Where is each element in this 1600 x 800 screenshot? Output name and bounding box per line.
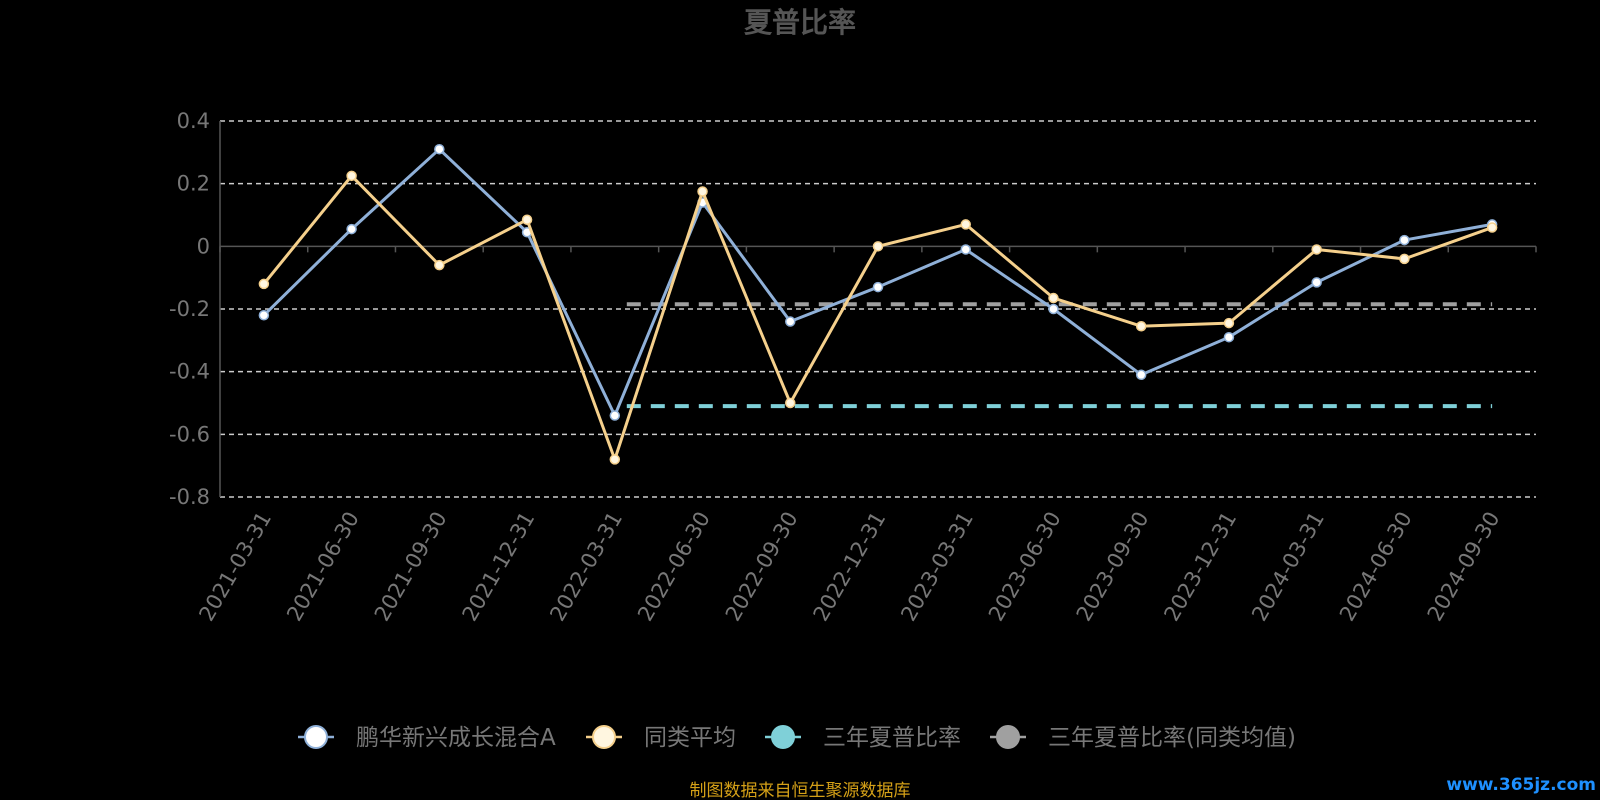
y-tick-label: -0.8 [169,485,210,509]
data-point [521,214,533,225]
data-point [609,454,621,465]
x-tick-label: 2022-03-31 [545,508,627,626]
data-point [872,241,884,252]
chart-title: 夏普比率 [744,6,856,39]
legend-item[interactable]: 三年夏普比率(同类均值) [990,725,1296,751]
x-tick-label: 2022-12-31 [809,508,891,626]
y-tick-label: 0.4 [177,109,210,133]
x-tick-label: 2023-09-30 [1072,508,1154,626]
x-tick-label: 2022-09-30 [721,508,803,626]
watermark: www.365jz.com [1446,775,1596,795]
data-point [609,410,621,421]
legend-label: 鹏华新兴成长混合A [356,725,556,751]
x-tick-label: 2022-06-30 [633,508,715,626]
y-tick-label: 0 [197,234,210,258]
data-point [1311,244,1322,255]
legend-label: 三年夏普比率(同类均值) [1048,725,1296,751]
legend-item[interactable]: 鹏华新兴成长混合A [298,725,556,751]
data-point [960,219,971,230]
x-tick-label: 2021-06-30 [282,508,364,626]
x-tick-label: 2024-03-31 [1247,508,1329,626]
legend-marker [996,725,1020,749]
source-note: 制图数据来自恒生聚源数据库 [690,781,911,800]
reference-lines [626,302,1493,409]
data-point [785,316,796,327]
y-tick-label: 0.2 [177,172,210,196]
legend-marker [771,725,795,749]
data-point [346,223,357,235]
y-tick-label: -0.6 [169,422,210,446]
grid-lines [220,120,1536,498]
data-point [1223,317,1235,329]
data-point [1048,303,1059,315]
x-tick-label: 2021-09-30 [370,508,452,626]
x-tick-label: 2023-03-31 [896,508,978,626]
data-point [1048,292,1059,304]
legend-item[interactable]: 同类平均 [586,725,736,751]
data-point [872,281,884,293]
x-tick-label: 2024-06-30 [1335,508,1417,626]
data-point [1399,234,1410,246]
x-tick-label: 2021-03-31 [194,508,276,626]
series-line [262,174,1493,461]
x-tick-label: 2021-12-31 [458,508,540,626]
data-point [1135,320,1147,332]
legend-marker [592,725,616,749]
data-point [1135,369,1147,381]
legend-label: 同类平均 [644,725,736,751]
x-tick-labels: 2021-03-31 2021-06-30 2021-09-30 2021-12-31… [194,508,1504,626]
legend-marker [304,725,328,749]
data-point [1486,222,1498,233]
x-tick-label: 2023-12-31 [1159,508,1241,626]
data-point [258,278,270,290]
series-lines [258,143,1498,465]
legend-label: 三年夏普比率 [823,725,961,751]
x-tick-label: 2024-09-30 [1423,508,1505,626]
data-point [785,397,796,409]
data-point [434,143,445,155]
data-point [258,310,270,321]
data-point [960,244,971,255]
legend[interactable]: 鹏华新兴成长混合A 同类平均 三年夏普比率 三年夏普比率(同类均值) [298,725,1296,751]
y-tick-label: -0.4 [169,360,210,384]
data-point [1399,253,1410,265]
data-point [1311,277,1322,288]
y-tick-label: -0.2 [169,297,210,321]
data-point [1223,331,1235,343]
data-point [434,259,445,271]
data-point [697,186,708,197]
data-point [346,170,357,182]
legend-item[interactable]: 三年夏普比率 [765,725,961,751]
x-tick-label: 2023-06-30 [984,508,1066,626]
y-tick-labels: 0.4 0.2 0 -0.2 -0.4 -0.6 -0.8 [169,109,210,509]
